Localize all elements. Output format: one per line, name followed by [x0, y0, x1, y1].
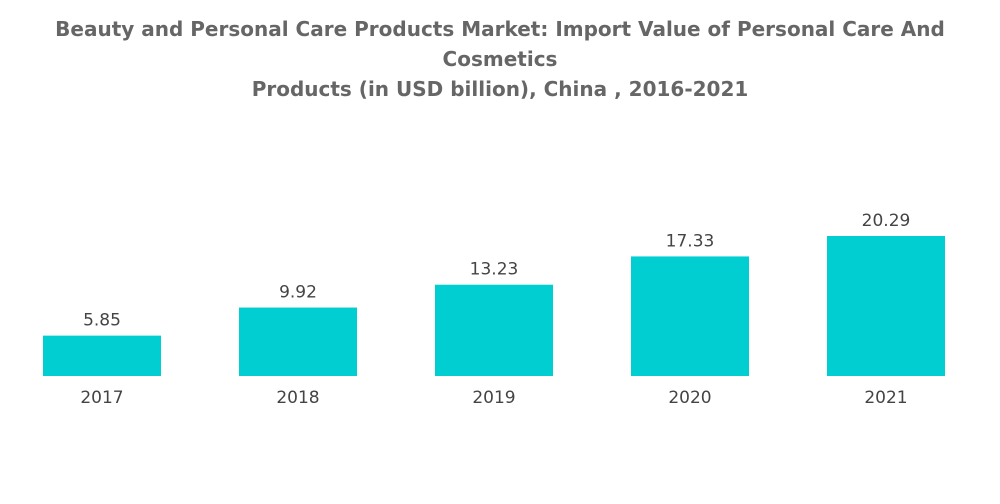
x-tick-label-2018: 2018	[276, 388, 319, 408]
x-tick-label-2019: 2019	[472, 388, 515, 408]
chart-title-line-2: Products (in USD billion), China , 2016-…	[251, 77, 749, 101]
bar-2021	[827, 236, 945, 376]
chart-title: Beauty and Personal Care Products Market…	[0, 14, 1000, 104]
x-tick-label-2017: 2017	[80, 388, 123, 408]
x-tick-label-2021: 2021	[864, 388, 907, 408]
data-label-2021: 20.29	[862, 211, 911, 231]
bar-2017	[43, 335, 161, 376]
x-axis-tick-labels: 2017 2018 2019 2020 2021	[80, 388, 907, 408]
data-label-2018: 9.92	[279, 283, 317, 303]
bar-2019	[435, 284, 553, 376]
data-label-2019: 13.23	[470, 260, 519, 280]
bar-2020	[631, 256, 749, 376]
data-label-2017: 5.85	[83, 311, 121, 331]
chart-title-line-1: Beauty and Personal Care Products Market…	[55, 17, 945, 71]
data-label-2020: 17.33	[666, 231, 715, 251]
bar-2018	[239, 307, 357, 376]
bars-group	[43, 236, 945, 376]
x-tick-label-2020: 2020	[668, 388, 711, 408]
data-labels-group: 5.85 9.92 13.23 17.33 20.29	[83, 211, 910, 331]
